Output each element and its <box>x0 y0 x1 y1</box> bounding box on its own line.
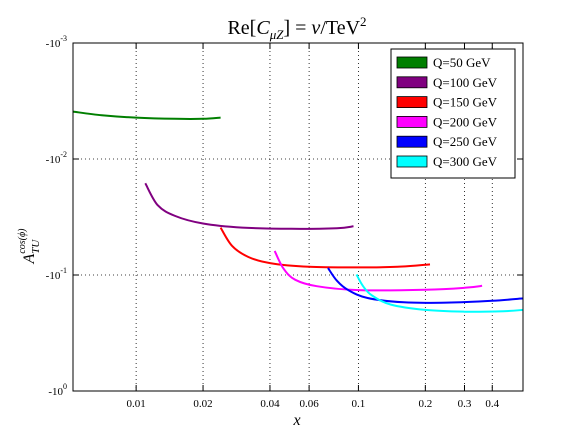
y-tick-label: -10-2 <box>46 150 67 166</box>
legend-swatch <box>396 135 428 148</box>
x-tick-label: 0.4 <box>485 398 499 410</box>
y-tick-label: -100 <box>48 382 67 398</box>
x-tick-label: 0.3 <box>458 398 472 410</box>
legend-swatch <box>396 155 428 168</box>
series-line-0 <box>72 110 221 120</box>
series-line-5 <box>355 274 524 313</box>
y-tick-label: -10-1 <box>46 266 67 282</box>
legend-label: Q=150 GeV <box>433 95 498 110</box>
legend-swatch <box>396 56 428 69</box>
x-tick-label: 0.1 <box>352 398 366 410</box>
chart-title: Re[CμZ] = v/TeV2 <box>227 14 366 42</box>
axis-ticks: 0.01 0.02 0.04 0.06 0.1 0.2 0.3 0.4 -10-3 -10-2 -1… <box>46 34 523 410</box>
series-lines <box>72 110 524 313</box>
y-tick-label: -10-3 <box>46 34 67 50</box>
x-tick-label: 0.06 <box>299 398 319 410</box>
x-tick-label: 0.04 <box>260 398 280 410</box>
x-tick-label: 0.02 <box>193 398 212 410</box>
x-tick-label: 0.2 <box>418 398 432 410</box>
series-line-2 <box>219 227 431 269</box>
legend-label: Q=200 GeV <box>433 114 498 129</box>
series-line-1 <box>144 182 354 230</box>
plot-frame <box>72 42 524 392</box>
legend-label: Q=250 GeV <box>433 134 498 149</box>
series-line-3 <box>273 250 483 292</box>
gridlines <box>73 43 523 391</box>
legend: Q=50 GeV Q=100 GeV Q=150 GeV Q=200 GeV Q=250… <box>390 48 516 179</box>
legend-label: Q=100 GeV <box>433 75 498 90</box>
legend-swatch <box>396 116 428 128</box>
legend-swatch <box>396 76 428 89</box>
y-axis-title: ATUcos(ϕ) <box>17 228 42 265</box>
legend-swatch <box>396 96 428 108</box>
legend-label: Q=300 GeV <box>433 154 498 169</box>
series-line-4 <box>327 267 524 304</box>
x-axis-title: x <box>292 412 300 429</box>
x-tick-label: 0.01 <box>127 398 146 410</box>
legend-label: Q=50 GeV <box>433 55 491 70</box>
